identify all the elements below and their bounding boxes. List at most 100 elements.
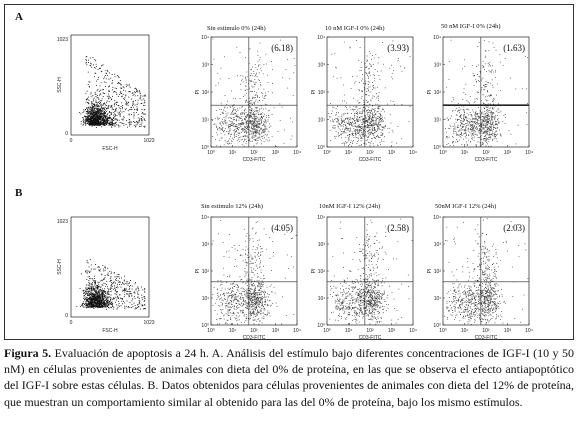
quad-ytick: 10¹ — [318, 118, 326, 124]
quad-xtick: 10³ — [504, 150, 512, 156]
caption-label: Figura 5. — [4, 346, 52, 360]
quad-xtick: 10³ — [272, 150, 280, 156]
quad-ytick: 10⁴ — [201, 215, 209, 221]
quad-ytick: 10² — [318, 90, 326, 96]
quad-dots — [329, 218, 413, 325]
quad-ytick: 10³ — [434, 63, 442, 69]
quad-ytick: 10⁰ — [201, 145, 209, 151]
quad-xtick: 10² — [482, 328, 490, 334]
apoptosis-percent: (6.18) — [271, 43, 293, 53]
panel-label-b: B — [15, 187, 23, 199]
quad-plot-b2: (2.58) 10⁰ 10¹ 10² 10³ 10⁴ 10⁰ 10¹ 10² 10³ 10⁴ PI CD… — [307, 213, 423, 345]
quad-xtick: 10³ — [272, 328, 280, 334]
scatter-ylabel: SSC-H — [57, 259, 63, 275]
scatter-xlabel: FSC-H — [102, 328, 118, 334]
apoptosis-percent: (4.05) — [271, 223, 293, 233]
quad-xtick: 10² — [482, 150, 490, 156]
quad-ytick: 10² — [434, 269, 442, 275]
quad-title-b3: 50nM IGF-I 12% (24h) — [435, 203, 497, 210]
scatter-xtick-left: 0 — [70, 138, 73, 144]
figure-panel: A SSC-H FSC-H 1023 0 0 1023 Sin estimulo 0% (… — [4, 4, 574, 341]
quad-xtick: 10² — [250, 150, 258, 156]
quad-xtick: 10⁰ — [323, 328, 331, 334]
quad-ylabel: PI — [195, 90, 201, 95]
quad-xlabel: CD3-FITC — [475, 335, 498, 341]
scatter-plot-b: SSC-H FSC-H 1023 0 0 1023 — [49, 215, 157, 337]
quad-xlabel: CD3-FITC — [243, 335, 266, 341]
quad-xtick: 10⁰ — [207, 328, 215, 334]
quad-ytick: 10⁰ — [433, 323, 441, 329]
scatter-xlabel: FSC-H — [102, 146, 118, 152]
scatter-xtick-left: 0 — [70, 320, 73, 326]
quad-title-a2: 10 nM IGF-I 0% (24h) — [325, 25, 385, 32]
quad-ytick: 10¹ — [318, 296, 326, 302]
scatter-ylabel: SSC-H — [57, 77, 63, 93]
quad-ytick: 10⁰ — [201, 323, 209, 329]
scatter-ytick-bottom: 0 — [65, 313, 68, 319]
scatter-xtick-right: 1023 — [143, 138, 154, 144]
quad-dots — [445, 39, 528, 147]
quad-title-b2: 10nM IGF-I 12% (24h) — [319, 203, 381, 210]
quad-ytick: 10⁴ — [433, 215, 441, 221]
quad-plot-a3: (1.63) 10⁰ 10¹ 10² 10³ 10⁴ 10⁰ 10¹ 10² 10³ 10⁴ PI CD… — [423, 33, 539, 167]
quad-plot-b1: (4.05) 10⁰ 10¹ 10² 10³ 10⁴ 10⁰ 10¹ 10² 10³ 10⁴ PI CD… — [191, 213, 307, 345]
quad-xtick: 10¹ — [229, 328, 237, 334]
scatter-xtick-right: 1023 — [143, 320, 154, 326]
quad-xlabel: CD3-FITC — [359, 335, 382, 341]
quad-ytick: 10² — [202, 269, 210, 275]
quad-title-a3: 50 nM IGF-I 0% (24h) — [441, 23, 501, 30]
quad-ytick: 10³ — [202, 242, 210, 248]
scatter-ytick-top: 1023 — [57, 219, 68, 225]
quad-plot-a1: (6.18) 10⁰ 10¹ 10² 10³ 10⁴ 10⁰ 10¹ 10² 10³ 10⁴ PI CD… — [191, 33, 307, 167]
quad-xlabel: CD3-FITC — [243, 157, 266, 163]
quad-ylabel: PI — [427, 90, 433, 95]
quad-ylabel: PI — [311, 269, 317, 274]
quad-xtick: 10¹ — [345, 150, 353, 156]
scatter-dots — [76, 259, 146, 310]
quad-ytick: 10¹ — [202, 296, 210, 302]
quad-xtick: 10² — [366, 150, 374, 156]
quad-xlabel: CD3-FITC — [359, 157, 382, 163]
quad-xtick: 10¹ — [461, 150, 469, 156]
quad-ytick: 10² — [318, 269, 326, 275]
quad-ytick: 10⁴ — [317, 215, 325, 221]
quad-ytick: 10² — [434, 90, 442, 96]
quad-xtick: 10⁴ — [409, 150, 417, 156]
quad-ytick: 10⁴ — [317, 35, 325, 41]
quad-xtick: 10⁴ — [525, 328, 533, 334]
quad-ytick: 10⁴ — [201, 35, 209, 41]
quad-xtick: 10⁰ — [439, 328, 447, 334]
quad-xtick: 10⁴ — [409, 328, 417, 334]
quad-plot-a2: (3.93) 10⁰ 10¹ 10² 10³ 10⁴ 10⁰ 10¹ 10² 10³ 10⁴ PI CD… — [307, 33, 423, 167]
quad-ylabel: PI — [195, 269, 201, 274]
quad-xtick: 10³ — [388, 328, 396, 334]
quad-xtick: 10⁴ — [293, 328, 301, 334]
quad-xtick: 10⁰ — [323, 150, 331, 156]
quad-dots — [444, 218, 529, 325]
quad-ytick: 10⁰ — [317, 145, 325, 151]
apoptosis-percent: (1.63) — [503, 43, 525, 53]
quad-title-a1: Sin estimulo 0% (24h) — [207, 25, 266, 32]
quad-xtick: 10⁰ — [207, 150, 215, 156]
quad-ylabel: PI — [427, 269, 433, 274]
quad-xtick: 10¹ — [229, 150, 237, 156]
scatter-dots — [79, 56, 146, 128]
quad-dots — [212, 220, 297, 325]
quad-ylabel: PI — [311, 90, 317, 95]
quad-xlabel: CD3-FITC — [475, 157, 498, 163]
quad-xtick: 10⁰ — [439, 150, 447, 156]
scatter-ytick-top: 1023 — [57, 37, 68, 43]
quad-xtick: 10³ — [504, 328, 512, 334]
quad-xtick: 10⁴ — [525, 150, 533, 156]
quad-ytick: 10⁰ — [433, 145, 441, 151]
quad-dots — [212, 38, 296, 147]
quad-ytick: 10¹ — [434, 118, 442, 124]
apoptosis-percent: (3.93) — [387, 43, 409, 53]
quad-ytick: 10⁰ — [317, 323, 325, 329]
quad-ytick: 10¹ — [202, 118, 210, 124]
quad-ytick: 10¹ — [434, 296, 442, 302]
apoptosis-percent: (2.58) — [387, 223, 409, 233]
quad-xtick: 10² — [366, 328, 374, 334]
quad-xtick: 10³ — [388, 150, 396, 156]
quad-xtick: 10² — [250, 328, 258, 334]
